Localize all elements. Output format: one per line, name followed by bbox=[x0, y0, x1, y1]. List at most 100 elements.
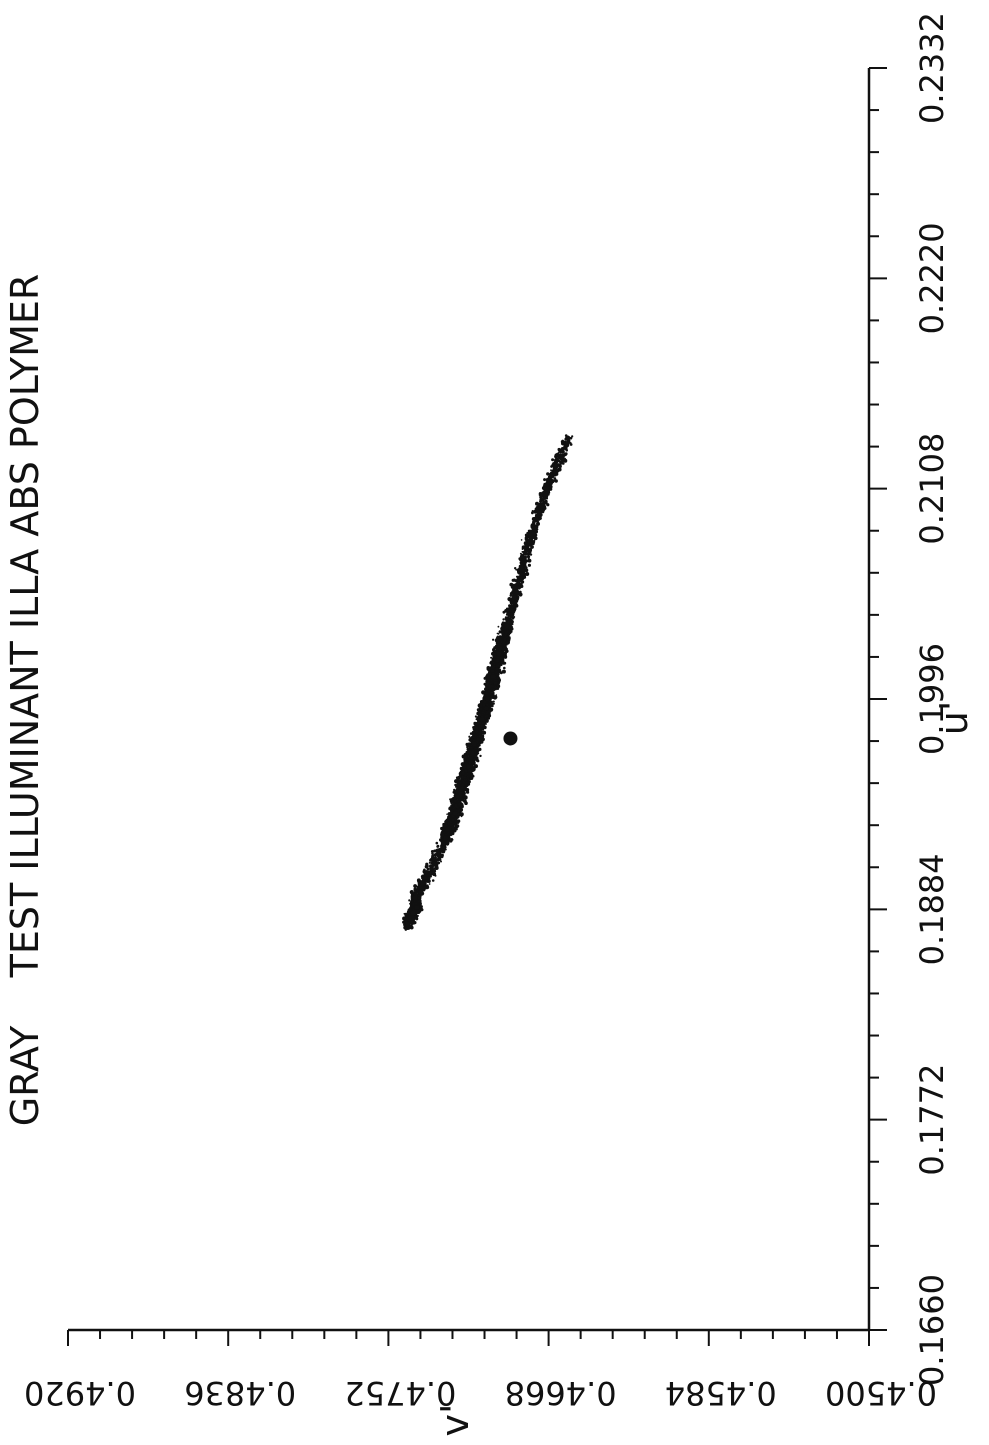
cloud-dot bbox=[481, 730, 485, 734]
cloud-dot bbox=[561, 455, 565, 459]
data-point bbox=[553, 463, 559, 469]
chart-title: GRAY TEST ILLUMINANT ILLA ABS POLYMER bbox=[3, 274, 47, 1127]
cloud-dot bbox=[492, 652, 497, 657]
cloud-dot bbox=[469, 732, 473, 735]
cloud-dot bbox=[455, 799, 458, 802]
cloud-dot bbox=[456, 780, 459, 782]
cloud-dot bbox=[472, 739, 476, 742]
cloud-dot bbox=[451, 818, 455, 822]
reference-point bbox=[503, 731, 518, 746]
cloud-dot bbox=[438, 858, 442, 861]
cloud-dot bbox=[483, 700, 487, 704]
cloud-dot bbox=[452, 822, 456, 825]
cloud-dot bbox=[488, 672, 492, 676]
cloud-dot bbox=[553, 470, 557, 474]
cloud-dot bbox=[480, 724, 485, 728]
cloud-dot bbox=[532, 526, 536, 530]
cloud-dot bbox=[490, 696, 493, 699]
cloud-dot bbox=[496, 676, 500, 679]
cloud-dot bbox=[479, 707, 483, 711]
cloud-dot bbox=[558, 451, 561, 453]
data-point bbox=[565, 435, 571, 441]
cloud-dot bbox=[437, 857, 439, 860]
cloud-dot bbox=[563, 444, 567, 447]
x-tick-label: 0.1884 bbox=[913, 853, 951, 965]
cloud-dot bbox=[469, 759, 474, 763]
cloud-dot bbox=[445, 827, 450, 832]
cloud-dot bbox=[452, 790, 456, 794]
cloud-dot bbox=[515, 600, 519, 603]
cloud-dot bbox=[550, 469, 552, 472]
cloud-dot bbox=[509, 616, 513, 619]
cloud-dot bbox=[437, 854, 440, 857]
cloud-dot bbox=[434, 874, 437, 877]
cloud-dot bbox=[413, 884, 417, 888]
cloud-dot bbox=[433, 854, 436, 857]
cloud-dot bbox=[507, 615, 510, 618]
data-point bbox=[443, 835, 449, 841]
cloud-dot bbox=[420, 875, 423, 878]
cloud-dot bbox=[501, 669, 506, 674]
cloud-dot bbox=[507, 612, 511, 616]
data-point bbox=[519, 566, 525, 572]
cloud-dot bbox=[446, 813, 448, 815]
cloud-dot bbox=[550, 465, 553, 468]
cloud-dot bbox=[468, 735, 471, 738]
y-tick-label: 0.4500 bbox=[825, 1374, 937, 1412]
cloud-dot bbox=[490, 662, 493, 665]
cloud-dot bbox=[555, 452, 560, 457]
cloud-dot bbox=[529, 529, 533, 534]
cloud-dot bbox=[551, 458, 555, 462]
cloud-dot bbox=[509, 582, 514, 587]
cloud-dot bbox=[454, 803, 458, 807]
cloud-dot bbox=[502, 628, 505, 631]
scatter-cloud bbox=[402, 434, 574, 931]
cloud-dot bbox=[408, 899, 411, 902]
cloud-dot bbox=[419, 902, 422, 906]
cloud-dot bbox=[464, 774, 467, 777]
cloud-dot bbox=[500, 661, 503, 664]
cloud-dot bbox=[497, 641, 500, 644]
cloud-dot bbox=[479, 727, 482, 730]
data-point bbox=[452, 811, 458, 817]
cloud-dot bbox=[503, 666, 506, 670]
x-tick-label: 0.2220 bbox=[913, 222, 951, 334]
cloud-dot bbox=[511, 590, 515, 594]
cloud-dot bbox=[453, 797, 457, 800]
cloud-dot bbox=[501, 653, 504, 656]
cloud-dot bbox=[510, 601, 514, 605]
cloud-dot bbox=[497, 625, 500, 628]
cloud-dot bbox=[462, 764, 467, 769]
cloud-dot bbox=[426, 867, 430, 871]
cloud-dot bbox=[429, 871, 433, 875]
cloud-dot bbox=[418, 890, 423, 895]
cloud-dot bbox=[507, 598, 510, 601]
cloud-dot bbox=[455, 794, 460, 799]
cloud-dot bbox=[444, 848, 447, 851]
y-tick-label: 0.4584 bbox=[665, 1374, 777, 1412]
data-point bbox=[410, 910, 416, 916]
cloud-dot bbox=[528, 533, 532, 537]
cloud-dot bbox=[569, 436, 573, 440]
cloud-dot bbox=[547, 484, 550, 487]
cloud-dot bbox=[493, 649, 496, 651]
cloud-dot bbox=[458, 775, 462, 778]
cloud-dot bbox=[493, 658, 496, 661]
cloud-dot bbox=[510, 604, 514, 607]
cloud-dot bbox=[432, 869, 437, 873]
cloud-dot bbox=[479, 754, 482, 758]
cloud-dot bbox=[417, 896, 422, 900]
cloud-dot bbox=[437, 850, 440, 853]
cloud-dot bbox=[507, 633, 511, 636]
cloud-dot bbox=[515, 589, 518, 592]
cloud-dot bbox=[469, 746, 473, 749]
data-point bbox=[420, 880, 426, 886]
cloud-dot bbox=[440, 860, 442, 863]
cloud-dot bbox=[439, 838, 443, 842]
cloud-dot bbox=[514, 567, 517, 570]
cloud-dot bbox=[524, 573, 527, 576]
cloud-dot bbox=[492, 700, 495, 703]
cloud-dot bbox=[487, 714, 492, 718]
x-axis-label: u' bbox=[932, 701, 976, 736]
cloud-dot bbox=[535, 501, 539, 506]
